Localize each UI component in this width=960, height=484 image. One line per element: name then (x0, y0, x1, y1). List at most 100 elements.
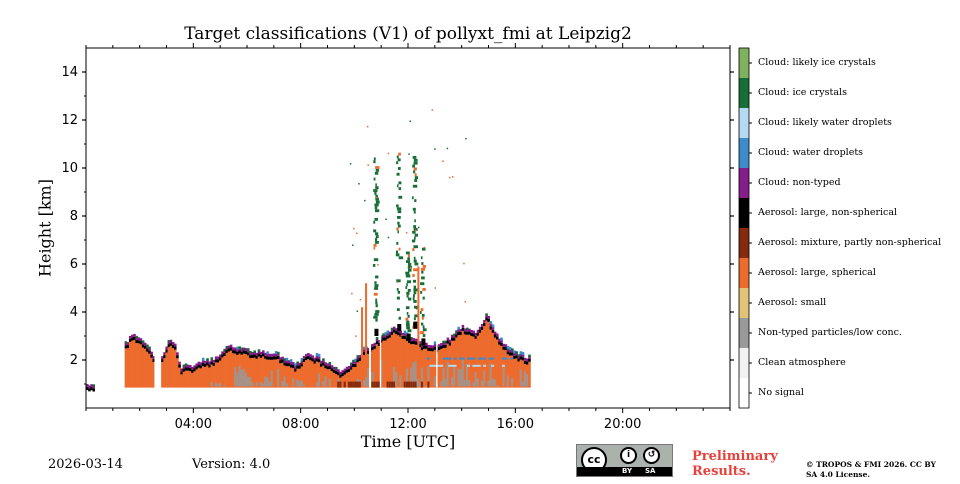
ice-cloud-column-cell (405, 317, 409, 321)
aerosol-large-nonspherical-band (470, 332, 473, 336)
aerosol-large-nonspherical-band (150, 354, 153, 358)
legend-label: Cloud: water droplets (758, 147, 864, 158)
non-typed-particles-patch (262, 383, 265, 387)
aerosol-large-spherical-column (459, 335, 463, 388)
non-typed-particles-patch (322, 381, 325, 387)
cloud-nontyped-cap (163, 352, 166, 356)
cloud-nontyped-cap (337, 369, 340, 373)
cloud-nontyped-cap (358, 355, 362, 359)
aerosol-large-spherical-column (135, 343, 138, 388)
cloud-nontyped-cap (528, 355, 531, 359)
ice-cloud-column-cell (411, 196, 414, 200)
non-typed-particles-patch (380, 360, 383, 387)
aerosol-large-nonspherical-band (244, 351, 248, 355)
aerosol-large-spherical-column (341, 376, 344, 388)
ice-cloud-column-cell (412, 230, 416, 234)
aerosol-large-nonspherical-band (326, 366, 329, 370)
non-typed-particles-patch (392, 367, 396, 387)
non-typed-particles-patch (234, 367, 237, 387)
non-typed-particles-patch (450, 377, 454, 387)
ice-cloud-column-cell (414, 199, 417, 203)
cloud-nontyped-cap (279, 357, 282, 361)
non-typed-particles-patch (210, 381, 214, 387)
ice-cloud-column-cell (396, 207, 402, 211)
non-typed-particles-patch (491, 378, 495, 387)
cloud-ice-speck (277, 351, 280, 355)
aerosol-large-nonspherical-band (403, 335, 407, 339)
aerosol-large-spherical-column (476, 335, 480, 388)
cloud-nontyped-cap (496, 333, 499, 337)
non-typed-particles-patch (214, 382, 218, 387)
cloud-nontyped-cap (341, 370, 344, 374)
ice-cloud-column-cell (374, 203, 379, 207)
aerosol-large-spherical-column (165, 352, 168, 388)
cloud-ice-speck (410, 337, 413, 340)
cloud-ice-speck (225, 345, 229, 349)
ice-cloud-column-cell (374, 192, 377, 195)
aerosol-large-nonspherical-band (195, 366, 199, 370)
cloud-nontyped-cap (174, 343, 177, 347)
non-typed-particles-patch (483, 370, 486, 387)
ice-cloud-column-cell (422, 288, 426, 291)
aerosol-large-nonspherical-band (204, 363, 207, 367)
ice-cloud-column-cell (396, 172, 400, 176)
aerosol-large-nonspherical-band (161, 359, 164, 363)
cloud-nontyped-cap (485, 314, 488, 318)
ice-cloud-column-cell (406, 294, 409, 298)
aerosol-large-spherical-column (399, 336, 402, 388)
aerosol-large-nonspherical-band (251, 354, 254, 359)
aerosol-large-nonspherical-band (431, 348, 435, 352)
aerosol-large-nonspherical-band (388, 334, 392, 338)
ice-cloud-column-cell (397, 216, 401, 219)
aerosol-large-spherical-column (504, 350, 508, 388)
cloud-nontyped-cap (234, 347, 237, 351)
water-cloud-fragment (453, 357, 457, 360)
aerosol-large-spherical-column (279, 363, 282, 388)
scattered-pixel (355, 335, 357, 337)
aerosol-large-nonspherical-band (285, 363, 289, 367)
aerosol-large-spherical-column (433, 349, 437, 388)
y-axis-label: Height [km] (35, 179, 55, 277)
non-typed-particles-patch (240, 369, 244, 387)
cloud-ice-speck (141, 340, 145, 343)
ice-column-base (406, 333, 411, 341)
legend-swatch (739, 108, 749, 138)
cloud-nontyped-cap (328, 363, 332, 367)
ice-cloud-column-cell (413, 317, 416, 321)
x-tick-label: 08:00 (282, 417, 319, 432)
cloud-nontyped-cap (438, 344, 441, 348)
aerosol-large-nonspherical-band (141, 344, 145, 348)
cloud-ice-speck (182, 364, 186, 367)
aerosol-large-nonspherical-band (367, 350, 370, 354)
aerosol-large-spherical-column (309, 360, 312, 388)
aerosol-large-spherical-column (388, 337, 392, 388)
ice-cloud-column-cell (398, 195, 403, 199)
aerosol-large-spherical-column (257, 356, 261, 388)
aerosol-large-spherical-column (163, 358, 166, 388)
scattered-pixel (415, 307, 418, 310)
ice-cloud-column-cell (413, 285, 417, 289)
ice-cloud-column-cell (414, 233, 418, 237)
cloud-nontyped-cap (281, 356, 284, 360)
aerosol-large-spherical-column (161, 362, 164, 388)
aerosol-large-nonspherical-band (287, 363, 291, 367)
non-typed-particles-patch (255, 382, 259, 387)
ice-column-base (397, 324, 402, 332)
aerosol-large-nonspherical-band (489, 326, 493, 330)
cloud-nontyped-cap (270, 353, 274, 357)
non-typed-particles-patch (259, 382, 263, 387)
aerosol-mixture-patch (405, 381, 409, 388)
cloud-nontyped-cap (300, 360, 304, 364)
aerosol-large-spherical-column (182, 371, 186, 388)
aerosol-large-spherical-column (227, 351, 231, 388)
aerosol-large-nonspherical-band (519, 356, 523, 360)
ice-cloud-column-cell (406, 326, 410, 330)
aerosol-large-nonspherical-band (249, 355, 252, 359)
aerosol-large-nonspherical-band (504, 347, 508, 351)
aerosol-large-spherical-column (274, 359, 278, 388)
cloud-nontyped-cap (249, 352, 252, 356)
aerosol-large-nonspherical-band (225, 350, 229, 354)
cloud-nontyped-cap (515, 352, 518, 356)
cloud-water-speck (285, 357, 289, 361)
scattered-pixel (431, 109, 434, 111)
